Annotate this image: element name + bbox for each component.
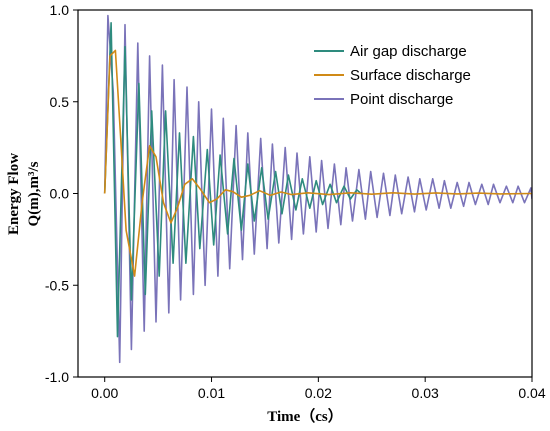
- y-tick-label: 0.0: [50, 186, 70, 202]
- x-tick-label: 0.03: [412, 385, 439, 401]
- series-line-air-gap-discharge: [103, 21, 362, 338]
- y-tick-label: -0.5: [45, 277, 69, 293]
- x-tick-label: 0.02: [305, 385, 332, 401]
- x-tick-label: 0.04: [518, 385, 545, 401]
- y-axis-title-line1: Energy Flow: [6, 153, 22, 235]
- y-tick-label: 0.5: [50, 94, 70, 110]
- y-tick-label: 1.0: [50, 2, 70, 18]
- x-tick-label: 0.01: [198, 385, 225, 401]
- y-axis-title-line2: Q(m),m³/s: [26, 161, 42, 226]
- x-tick-label: 0.00: [91, 385, 118, 401]
- legend-label: Point discharge: [350, 91, 453, 108]
- legend-label: Air gap discharge: [350, 43, 467, 60]
- y-tick-label: -1.0: [45, 369, 69, 385]
- x-axis-title: Time（cs）: [267, 407, 343, 425]
- series-line-point-discharge: [103, 14, 532, 364]
- legend: Air gap discharge Surface discharge Point …: [314, 43, 471, 108]
- series-line-surface-discharge: [103, 49, 532, 277]
- legend-label: Surface discharge: [350, 67, 471, 84]
- plot-series: [103, 14, 532, 364]
- axis-ticks: 0.00 0.01 0.02 0.03 0.04 -1.0 -0.5 0.0 0.5 1.0: [45, 2, 546, 401]
